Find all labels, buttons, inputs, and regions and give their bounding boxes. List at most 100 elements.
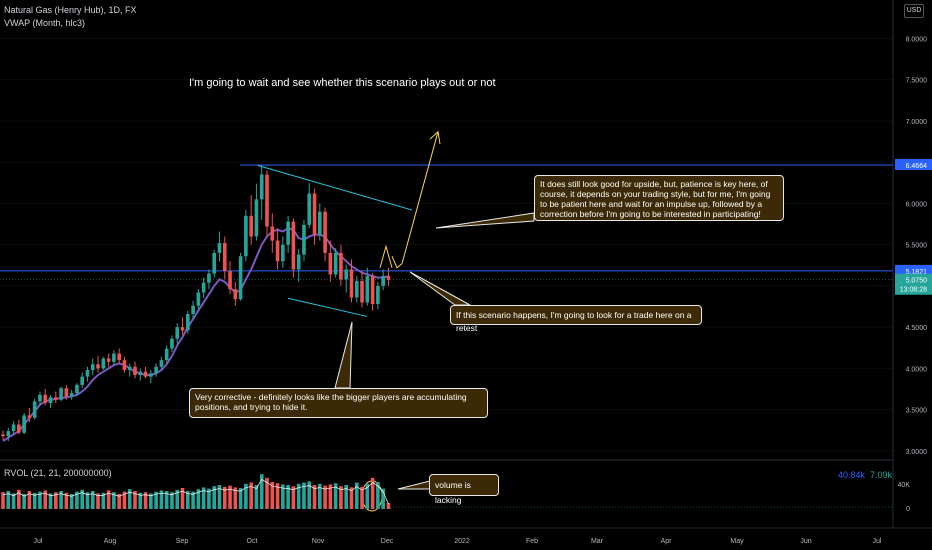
volume-bar xyxy=(101,492,106,509)
candle-body xyxy=(175,327,180,339)
support-price-label: 5.1821 xyxy=(906,269,928,276)
volume-bar xyxy=(233,487,238,509)
volume-bar xyxy=(90,491,95,509)
candle-body xyxy=(302,224,306,255)
volume-bar xyxy=(201,487,206,509)
volume-bar xyxy=(17,489,21,509)
volume-bar xyxy=(344,485,348,509)
candle-body xyxy=(133,366,137,375)
volume-bar xyxy=(259,474,264,509)
candle-body xyxy=(69,393,74,397)
candle-body xyxy=(80,376,84,385)
price-tick-label: 4.0000 xyxy=(906,366,928,373)
volume-bar xyxy=(96,493,100,509)
candle-body xyxy=(207,273,211,283)
candle-body xyxy=(6,431,11,437)
candle-body xyxy=(75,384,79,394)
candle-body xyxy=(265,174,269,227)
volume-bar xyxy=(281,484,285,509)
candle-body xyxy=(143,371,148,377)
volume-bar xyxy=(265,477,269,509)
retest-callout-pointer xyxy=(409,271,471,306)
headline-annotation[interactable]: I'm going to wait and see whether this s… xyxy=(189,77,496,89)
currency-badge[interactable]: USD xyxy=(904,4,924,18)
candle-body xyxy=(286,221,290,245)
candle-body xyxy=(11,424,16,432)
volume-bar xyxy=(85,492,90,509)
price-tick-label: 7.0000 xyxy=(906,119,928,126)
volume-bar xyxy=(27,491,32,509)
price-tick-label: 3.0000 xyxy=(906,449,928,456)
candle-body xyxy=(112,353,116,362)
candle-body xyxy=(196,292,201,306)
retest-callout[interactable]: If this scenario happens, I'm going to l… xyxy=(450,305,702,333)
volume-bar xyxy=(238,488,243,509)
volume-bar xyxy=(122,491,127,509)
candle-body xyxy=(386,276,391,280)
candle-body xyxy=(1,434,5,437)
candle-body xyxy=(64,388,69,397)
time-tick-label: Oct xyxy=(247,538,258,545)
price-tick-label: 3.5000 xyxy=(906,408,928,415)
volume-bar xyxy=(11,493,16,509)
upside-callout[interactable]: It does still look good for upside, but,… xyxy=(534,175,784,221)
volume-bar xyxy=(38,491,42,509)
candle-body xyxy=(249,215,253,237)
grid xyxy=(0,37,893,452)
horizontal-levels xyxy=(0,164,893,280)
vwap-legend[interactable]: VWAP (Month, hlc3) xyxy=(4,18,86,28)
volume-bar xyxy=(217,485,222,509)
candle-body xyxy=(32,401,37,418)
volume-bar xyxy=(360,486,364,509)
rvol-line xyxy=(2,478,389,505)
volume-bar xyxy=(249,482,253,509)
candle-body xyxy=(170,338,174,349)
candle-body xyxy=(122,360,127,371)
volume-bar xyxy=(159,490,164,509)
price-tick-label: 7.5000 xyxy=(906,78,928,85)
volume-bar xyxy=(59,491,63,509)
time-tick-label: Mar xyxy=(591,538,604,545)
candle-body xyxy=(328,252,333,275)
volume-bar xyxy=(333,483,338,509)
volume-bar xyxy=(222,486,227,509)
candle-body xyxy=(244,215,248,257)
volume-bar xyxy=(149,493,153,509)
corrective-callout[interactable]: Very corrective - definitely looks like … xyxy=(189,388,488,418)
price-tick-label: 4.5000 xyxy=(906,325,928,332)
countdown-label: 13:08:28 xyxy=(900,287,927,294)
rvol-value: 40.84k xyxy=(838,470,866,480)
volume-bar xyxy=(296,483,301,509)
volume-bar xyxy=(164,491,169,509)
volume-callout[interactable]: volume is lacking xyxy=(429,474,499,505)
arrow-upside-head xyxy=(429,130,441,145)
channel-lower-line xyxy=(287,297,368,317)
volume-bar xyxy=(127,489,132,509)
volume-bar xyxy=(307,481,312,509)
volume-bar xyxy=(370,477,375,509)
volume-bar xyxy=(381,488,385,509)
symbol-legend[interactable]: Natural Gas (Henry Hub), 1D, FX xyxy=(4,5,137,15)
candlestick-series xyxy=(1,165,391,441)
candle-body xyxy=(323,211,327,253)
volume-bar xyxy=(180,488,185,509)
candle-body xyxy=(149,373,153,377)
volume-bar xyxy=(228,485,232,509)
time-tick-label: Jun xyxy=(800,538,811,545)
arrow-upside xyxy=(401,131,439,264)
volume-bar xyxy=(270,482,275,509)
candle-body xyxy=(238,256,243,300)
resistance-price-label: 6.4664 xyxy=(906,163,928,170)
last-price-label-bg xyxy=(895,273,932,295)
candle-body xyxy=(117,353,121,361)
candle-body xyxy=(291,221,296,270)
candle-body xyxy=(154,366,158,374)
volume-bars xyxy=(0,474,893,509)
rvol-legend[interactable]: RVOL (21, 21, 200000000) xyxy=(4,468,112,478)
candle-body xyxy=(48,397,53,404)
volume-bar xyxy=(54,492,58,509)
volume-tick-label: 40K xyxy=(898,482,911,489)
candle-body xyxy=(127,366,132,371)
volume-bar xyxy=(286,485,290,509)
